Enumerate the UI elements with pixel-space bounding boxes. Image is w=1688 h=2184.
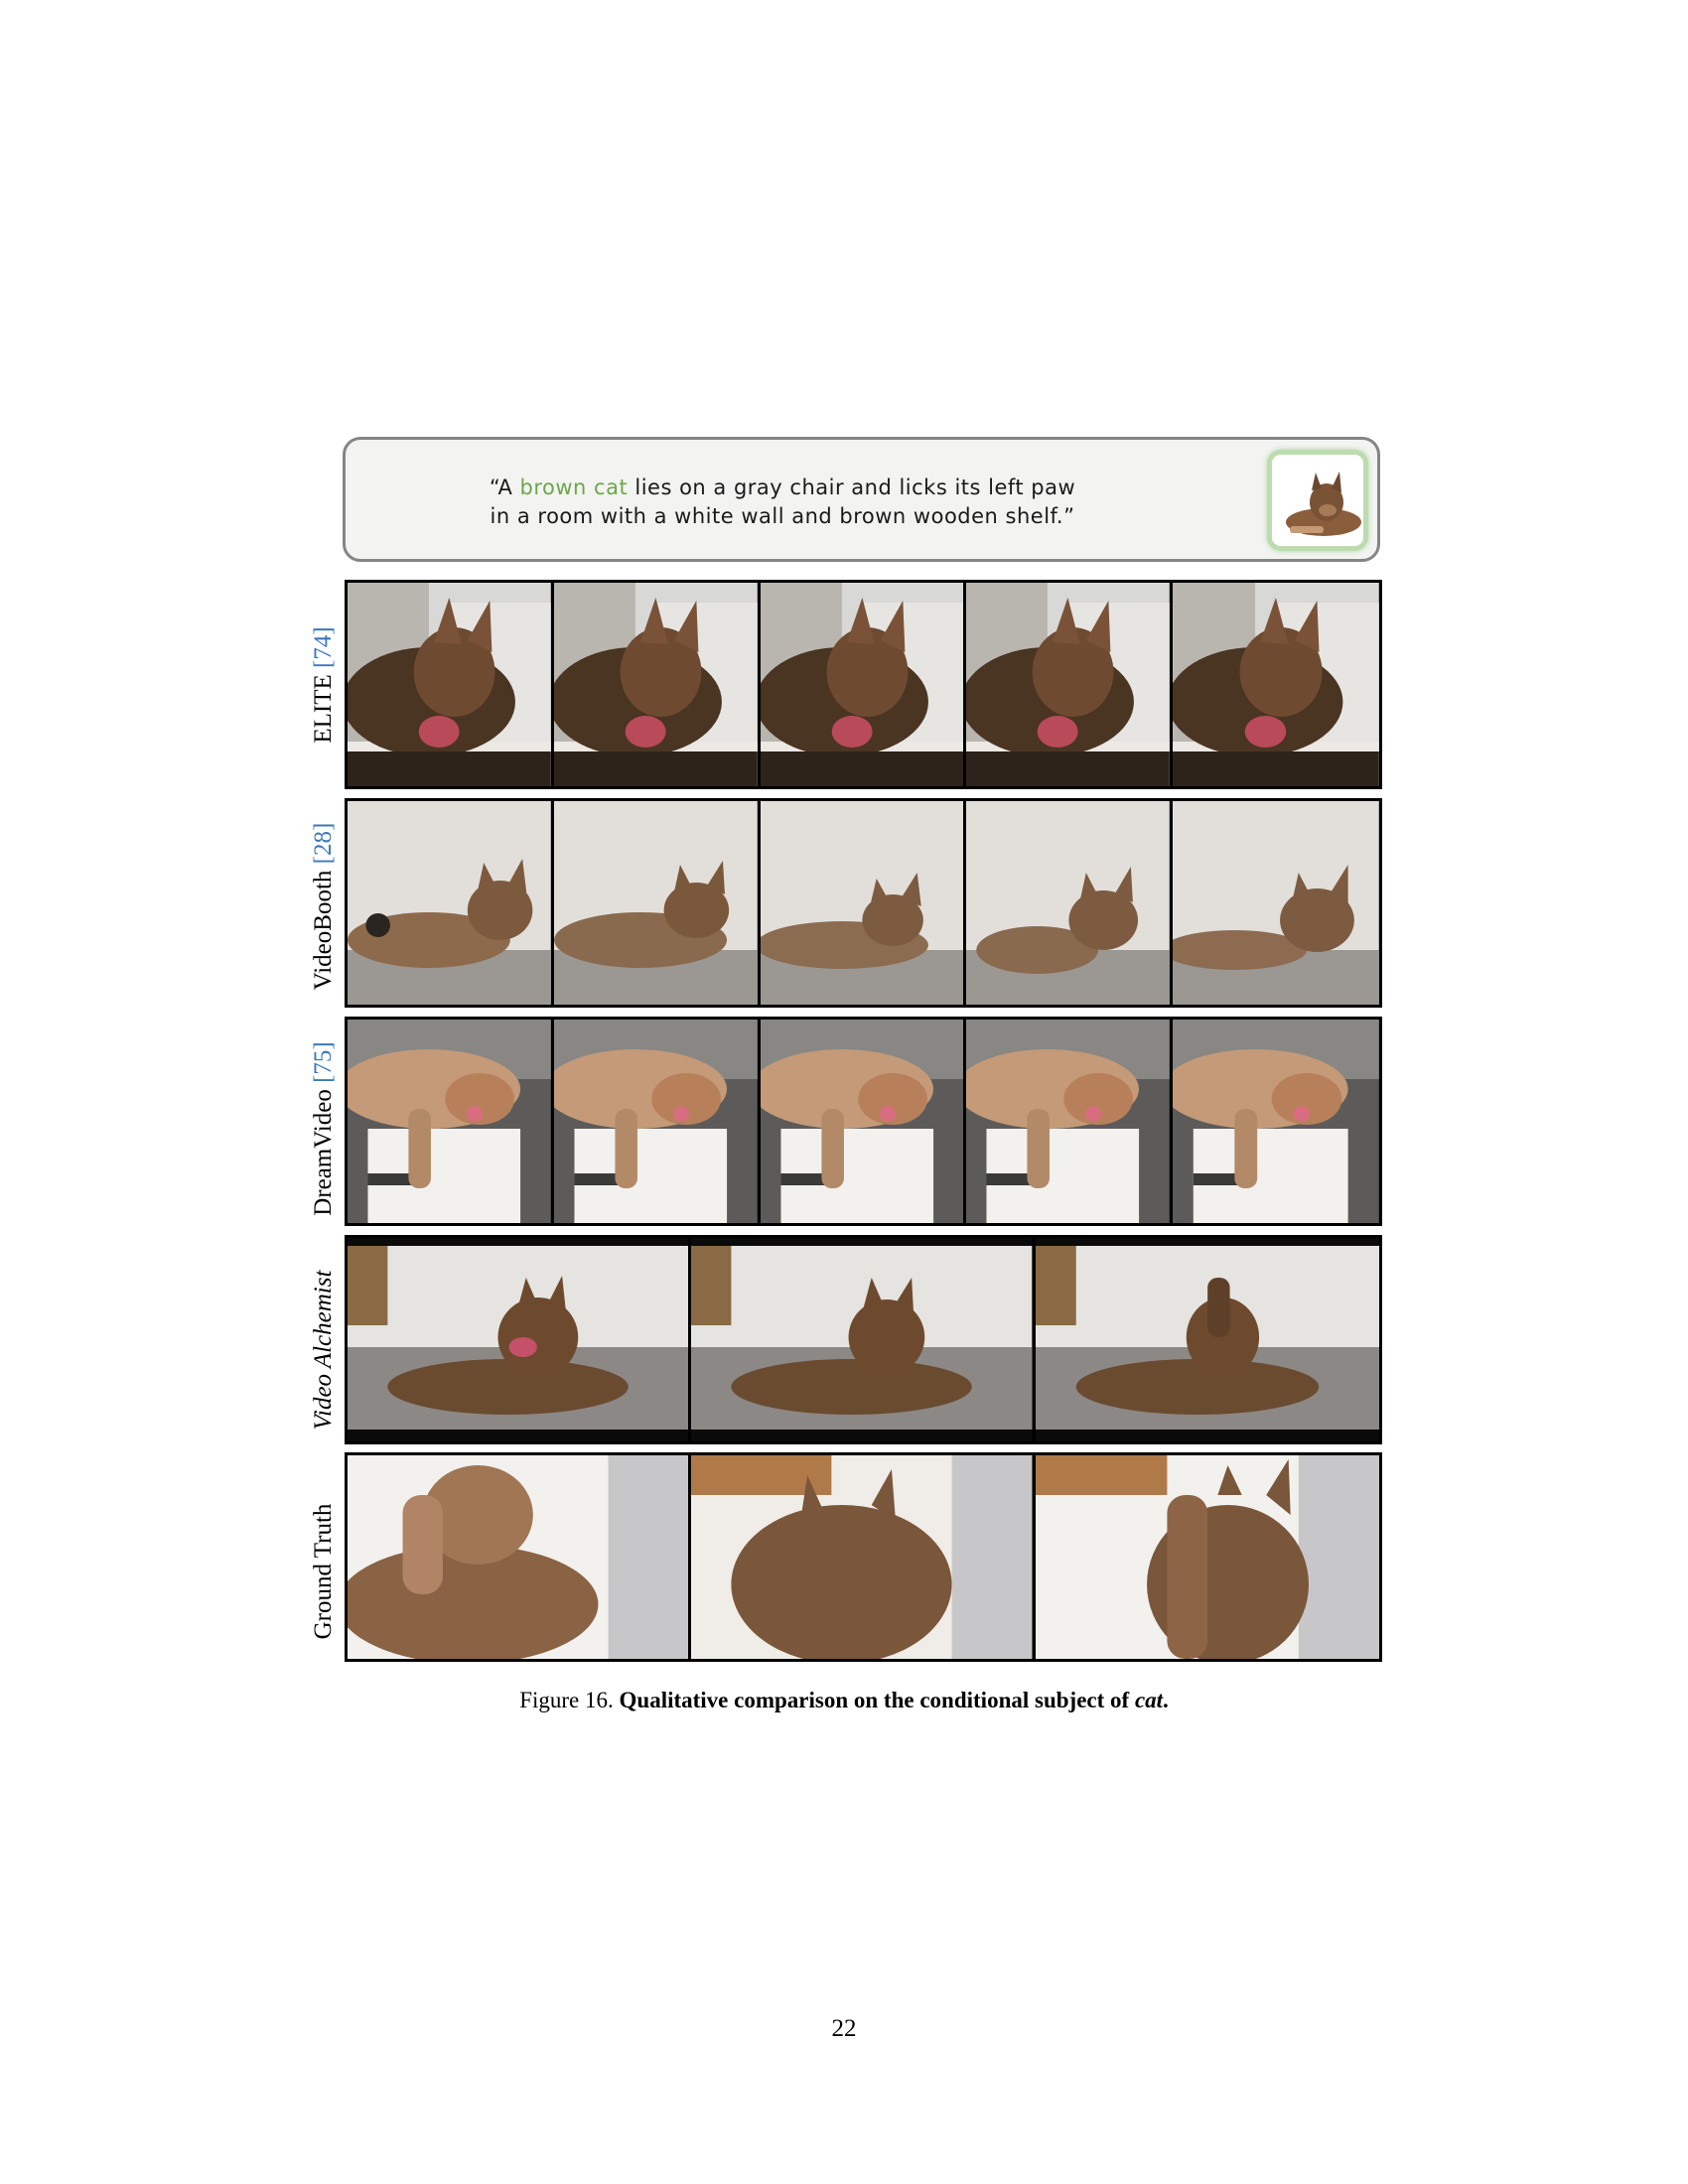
elite-frame bbox=[966, 583, 1174, 786]
dreamvideo-frame bbox=[1173, 1020, 1379, 1223]
dreamvideo-frames bbox=[345, 1017, 1382, 1226]
elite-frames bbox=[345, 580, 1382, 789]
page-number: 22 bbox=[831, 2015, 857, 2042]
videobooth-frames bbox=[345, 798, 1382, 1008]
video-alchemist-frame bbox=[691, 1238, 1036, 1441]
elite-frame bbox=[1173, 583, 1379, 786]
video-alchemist-frame bbox=[1035, 1238, 1379, 1441]
videobooth-frame bbox=[553, 801, 761, 1005]
citation-videobooth[interactable]: [28] bbox=[310, 822, 337, 865]
prompt-text: “A brown cat lies on a gray chair and li… bbox=[346, 474, 1219, 531]
videobooth-frame bbox=[348, 801, 554, 1005]
prompt-line-1: “A brown cat lies on a gray chair and li… bbox=[346, 474, 1219, 502]
dreamvideo-frame bbox=[553, 1020, 761, 1223]
elite-frame bbox=[760, 583, 967, 786]
prompt-box: “A brown cat lies on a gray chair and li… bbox=[343, 437, 1380, 562]
ground-truth-frame bbox=[348, 1455, 692, 1659]
prompt-subject-highlight: brown cat bbox=[519, 476, 629, 499]
prompt-line-1-end: lies on a gray chair and licks its left … bbox=[628, 476, 1076, 499]
row-label-elite: ELITE [74] bbox=[310, 626, 337, 744]
prompt-line-2: in a room with a white wall and brown wo… bbox=[490, 504, 1075, 528]
citation-elite[interactable]: [74] bbox=[310, 626, 337, 668]
row-label-video-alchemist: Video Alchemist bbox=[310, 1270, 337, 1431]
reference-subject-image bbox=[1267, 450, 1368, 551]
prompt-line-1-start: “A bbox=[489, 476, 520, 499]
videobooth-frame bbox=[966, 801, 1174, 1005]
elite-frame bbox=[348, 583, 554, 786]
elite-frame bbox=[553, 583, 761, 786]
row-label-dreamvideo: DreamVideo [75] bbox=[310, 1041, 337, 1216]
ground-truth-frame bbox=[691, 1455, 1036, 1659]
row-label-ground-truth: Ground Truth bbox=[310, 1503, 337, 1640]
dreamvideo-frame bbox=[966, 1020, 1174, 1223]
ground-truth-frame bbox=[1035, 1455, 1379, 1659]
caption-subject: cat bbox=[1134, 1688, 1164, 1712]
ground-truth-frames bbox=[345, 1452, 1382, 1662]
dreamvideo-frame bbox=[760, 1020, 967, 1223]
citation-dreamvideo[interactable]: [75] bbox=[310, 1041, 337, 1083]
figure-caption: Figure 16. Qualitative comparison on the… bbox=[0, 1688, 1688, 1713]
row-label-videobooth: VideoBooth [28] bbox=[310, 822, 337, 991]
video-alchemist-frames bbox=[345, 1235, 1382, 1444]
figure-number: Figure 16. bbox=[519, 1688, 614, 1712]
dreamvideo-frame bbox=[348, 1020, 554, 1223]
videobooth-frame bbox=[1173, 801, 1379, 1005]
videobooth-frame bbox=[760, 801, 967, 1005]
video-alchemist-frame bbox=[348, 1238, 692, 1441]
caption-title: Qualitative comparison on the conditiona… bbox=[619, 1688, 1130, 1712]
caption-period: . bbox=[1163, 1688, 1169, 1712]
